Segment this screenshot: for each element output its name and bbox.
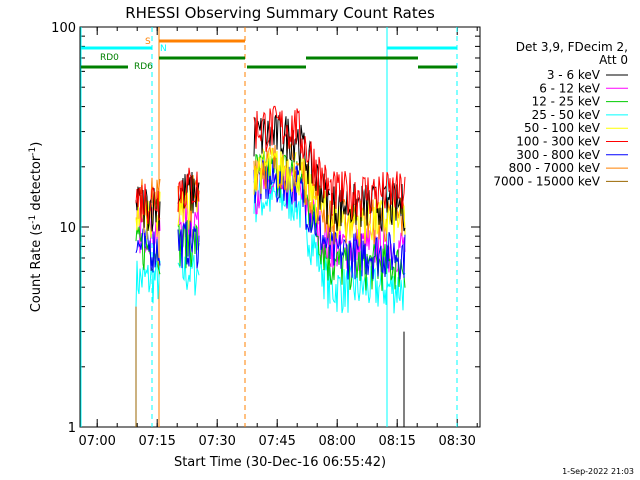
- x-tick-label: 08:00: [318, 434, 355, 449]
- legend-item: 3 - 6 keV: [547, 68, 628, 82]
- legend-item: 300 - 800 keV: [516, 148, 628, 162]
- series-trace: [253, 159, 297, 209]
- rd6-flag-label: RD6: [134, 62, 153, 72]
- series-trace: [253, 105, 297, 152]
- series-trace: [177, 167, 200, 212]
- night-flag-label: N: [160, 44, 167, 54]
- y-tick-label: 10: [59, 221, 76, 236]
- series-trace: [253, 114, 297, 163]
- legend-label: 25 - 50 keV: [532, 108, 601, 122]
- legend-label: 7000 - 15000 keV: [493, 174, 600, 188]
- legend-label: 800 - 7000 keV: [509, 161, 601, 175]
- y-axis: 1 10 100: [51, 21, 480, 436]
- y-tick-label: 100: [51, 21, 76, 36]
- series-group: [135, 105, 406, 427]
- y-axis-label: Count Rate (s-1 detector-1): [28, 142, 44, 313]
- series-trace: [177, 220, 200, 269]
- timestamp: 1-Sep-2022 21:03: [562, 467, 634, 476]
- series-trace: [135, 225, 161, 273]
- x-tick-label: 08:15: [378, 434, 415, 449]
- x-axis-label: Start Time (30-Dec-16 06:55:42): [174, 455, 386, 470]
- legend-item: 12 - 25 keV: [532, 95, 628, 109]
- series-5: [135, 105, 406, 225]
- legend-item: 800 - 7000 keV: [509, 161, 628, 175]
- x-tick-label: 07:30: [198, 434, 235, 449]
- series-trace: [329, 265, 406, 314]
- x-tick-label: 07:45: [258, 434, 295, 449]
- series-6: [135, 159, 406, 280]
- x-tick-label: 08:30: [438, 434, 475, 449]
- y-tick-label: 1: [68, 421, 76, 436]
- legend-label: 100 - 300 keV: [516, 135, 600, 149]
- rd0-flag-label: RD0: [100, 53, 119, 63]
- flag-bars: SN RD0 RD6: [81, 37, 457, 72]
- legend-item: 100 - 300 keV: [516, 135, 628, 149]
- series-trace: [329, 171, 406, 220]
- series-trace: [135, 183, 161, 225]
- chart-title: RHESSI Observing Summary Count Rates: [125, 4, 435, 22]
- series-trace: [253, 146, 297, 195]
- series-trace: [135, 186, 161, 232]
- saa-flag-label: S: [145, 37, 151, 47]
- series-trace: [295, 108, 331, 199]
- series-trace: [135, 260, 161, 307]
- x-tick-label: 07:00: [78, 434, 115, 449]
- legend-label: 3 - 6 keV: [547, 68, 601, 82]
- legend-item: 6 - 12 keV: [539, 81, 628, 95]
- legend-header-line1: Det 3,9, FDecim 2,: [516, 40, 628, 54]
- legend-item: 25 - 50 keV: [532, 108, 628, 122]
- legend-label: 300 - 800 keV: [516, 148, 600, 162]
- series-trace: [135, 190, 161, 240]
- x-axis: 07:00 07:15 07:30 07:45 08:00 08:15 08:30: [78, 27, 478, 449]
- legend-label: 6 - 12 keV: [539, 81, 601, 95]
- legend-label: 50 - 100 keV: [524, 121, 601, 135]
- legend-item: 50 - 100 keV: [524, 121, 628, 135]
- legend-item: 7000 - 15000 keV: [493, 174, 628, 188]
- series-trace: [295, 165, 331, 257]
- legend-label: 12 - 25 keV: [532, 95, 601, 109]
- plot-frame: [79, 26, 481, 428]
- series-trace: [329, 230, 406, 280]
- x-tick-label: 07:15: [138, 434, 175, 449]
- legend-header-line2: Att 0: [599, 53, 628, 67]
